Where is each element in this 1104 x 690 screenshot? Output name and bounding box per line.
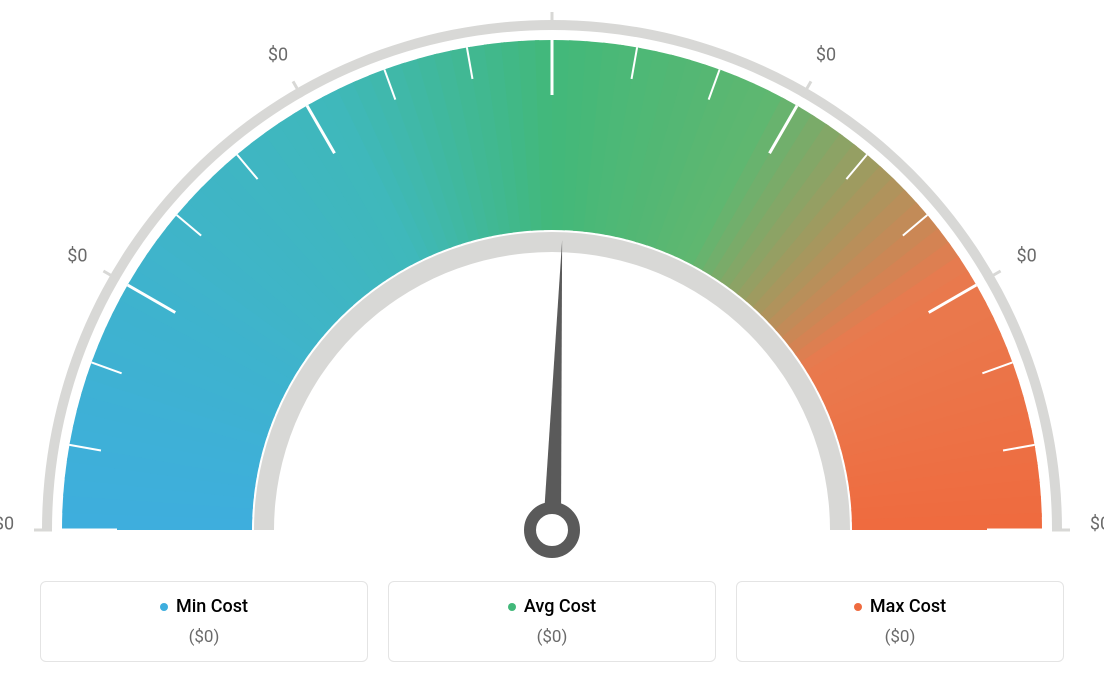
gauge-tick-label: $0 — [268, 45, 288, 66]
gauge-tick-label: $0 — [1090, 514, 1104, 535]
legend-dot-max — [854, 603, 862, 611]
legend-row: Min Cost ($0) Avg Cost ($0) Max Cost ($0… — [0, 581, 1104, 663]
legend-label-min: Min Cost — [176, 596, 248, 617]
legend-label-avg: Avg Cost — [524, 596, 596, 617]
legend-card-avg: Avg Cost ($0) — [388, 581, 716, 663]
legend-value-avg: ($0) — [389, 627, 715, 647]
legend-title-min: Min Cost — [160, 596, 248, 617]
legend-value-max: ($0) — [737, 627, 1063, 647]
legend-title-max: Max Cost — [854, 596, 946, 617]
gauge-svg — [0, 0, 1104, 560]
legend-title-avg: Avg Cost — [508, 596, 596, 617]
gauge-tick-label: $0 — [1016, 246, 1036, 267]
legend-card-max: Max Cost ($0) — [736, 581, 1064, 663]
gauge-tick-label: $0 — [816, 45, 836, 66]
gauge-tick-label: $0 — [0, 514, 14, 535]
legend-label-max: Max Cost — [870, 596, 946, 617]
legend-value-min: ($0) — [41, 627, 367, 647]
gauge-tick-label: $0 — [67, 246, 87, 267]
gauge-chart: $0$0$0$0$0$0$0 — [0, 0, 1104, 560]
legend-card-min: Min Cost ($0) — [40, 581, 368, 663]
legend-dot-min — [160, 603, 168, 611]
legend-dot-avg — [508, 603, 516, 611]
